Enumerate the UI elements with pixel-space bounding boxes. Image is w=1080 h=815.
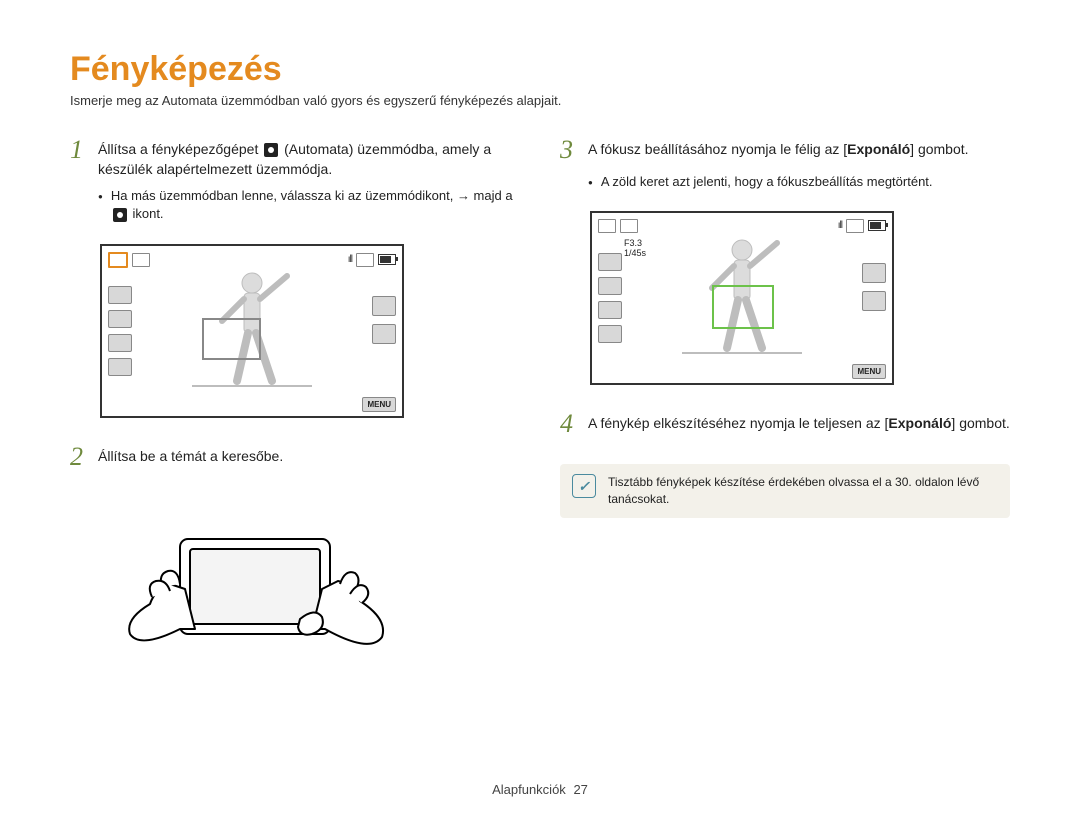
- settings-icon: [108, 334, 132, 352]
- wifi-icon: [862, 291, 886, 311]
- step-2: 2 Állítsa be a témát a keresőbe.: [70, 443, 520, 472]
- signal-icon: ıll: [838, 220, 842, 231]
- step-text: A fénykép elkészítéséhez nyomja le telje…: [588, 410, 1010, 439]
- battery-icon: [378, 254, 396, 265]
- camera-display-2: ıll F3.3 1/45s: [590, 211, 894, 385]
- step-4-bold: Exponáló: [888, 415, 951, 431]
- page-footer: Alapfunkciók 27: [0, 782, 1080, 797]
- footer-page: 27: [573, 782, 587, 797]
- mode-icon: [598, 219, 616, 233]
- step-1: 1 Állítsa a fényképezőgépet (Automata) ü…: [70, 136, 520, 179]
- left-column: 1 Állítsa a fényképezőgépet (Automata) ü…: [70, 136, 520, 689]
- step-3-text-b: ] gombot.: [910, 141, 968, 157]
- status-icon: [132, 253, 150, 267]
- menu-label: MENU: [362, 397, 396, 412]
- flash-icon: [598, 253, 622, 271]
- step-text: Állítsa be a témát a keresőbe.: [98, 443, 283, 472]
- signal-icon: ıll: [348, 254, 352, 265]
- hands-illustration: [100, 489, 400, 689]
- display-icon: [108, 358, 132, 376]
- step-text: Állítsa a fényképezőgépet (Automata) üze…: [98, 136, 520, 179]
- step-number: 2: [70, 443, 98, 472]
- step-3: 3 A fókusz beállításához nyomja le félig…: [560, 136, 1010, 165]
- step-number: 3: [560, 136, 588, 165]
- bullet-text-b: ikont.: [132, 206, 163, 221]
- step-4-text-a: A fénykép elkészítéséhez nyomja le telje…: [588, 415, 888, 431]
- flash-icon: [108, 286, 132, 304]
- step-3-bullet: A zöld keret azt jelenti, hogy a fókuszb…: [588, 173, 1010, 191]
- focus-frame-gray: [202, 318, 261, 360]
- note-text: Tisztább fényképek készítése érdekében o…: [608, 474, 998, 508]
- step-4: 4 A fénykép elkészítéséhez nyomja le tel…: [560, 410, 1010, 439]
- page-subtitle: Ismerje meg az Automata üzemmódban való …: [70, 93, 1010, 108]
- camera-icon: [113, 208, 127, 222]
- af-icon: [598, 277, 622, 295]
- status-icon: [620, 219, 638, 233]
- wifi-icon: [372, 324, 396, 344]
- af-icon: [108, 310, 132, 328]
- mode-icon: [108, 252, 128, 268]
- left-icon-strip: [108, 286, 132, 376]
- right-icon-strip: [862, 263, 886, 311]
- step-1-text-a: Állítsa a fényképezőgépet: [98, 141, 262, 157]
- menu-label: MENU: [852, 364, 886, 379]
- sd-icon: [846, 219, 864, 233]
- footer-section: Alapfunkciók: [492, 782, 566, 797]
- step-3-bold: Exponáló: [847, 141, 910, 157]
- camera-display-1: ıll MENU: [100, 244, 404, 418]
- play-icon: [862, 263, 886, 283]
- right-icon-strip: [372, 296, 396, 344]
- page-title: Fényképezés: [70, 50, 1010, 89]
- step-text: A fókusz beállításához nyomja le félig a…: [588, 136, 969, 165]
- step-1-bullet: Ha más üzemmódban lenne, válassza ki az …: [98, 187, 520, 223]
- left-icon-strip: [598, 253, 622, 343]
- settings-icon: [598, 301, 622, 319]
- exposure-info: F3.3 1/45s: [624, 239, 646, 259]
- tip-note: ✓ Tisztább fényképek készítése érdekében…: [560, 464, 1010, 518]
- display-icon: [598, 325, 622, 343]
- camera-icon: [264, 143, 278, 157]
- bullet-text: A zöld keret azt jelenti, hogy a fókuszb…: [601, 173, 933, 191]
- play-icon: [372, 296, 396, 316]
- battery-icon: [868, 220, 886, 231]
- focus-frame-green: [712, 285, 774, 329]
- step-4-text-b: ] gombot.: [951, 415, 1009, 431]
- bullet-text-a: Ha más üzemmódban lenne, válassza ki az …: [111, 188, 513, 203]
- sd-icon: [356, 253, 374, 267]
- step-3-text-a: A fókusz beállításához nyomja le félig a…: [588, 141, 847, 157]
- shutter-value: 1/45s: [624, 249, 646, 259]
- note-icon: ✓: [572, 474, 596, 498]
- step-number: 1: [70, 136, 98, 179]
- step-number: 4: [560, 410, 588, 439]
- right-column: 3 A fókusz beállításához nyomja le félig…: [560, 136, 1010, 689]
